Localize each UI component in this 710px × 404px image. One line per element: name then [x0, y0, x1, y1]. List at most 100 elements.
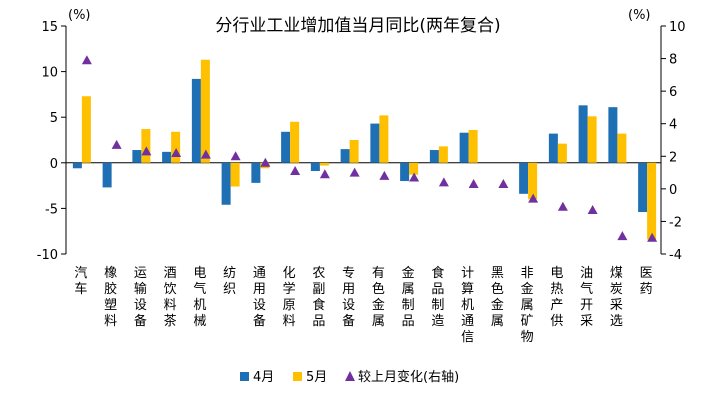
bar-may: [468, 129, 478, 163]
right-tick-label: 2: [669, 150, 677, 165]
bar-may: [587, 116, 597, 163]
category-label: 非金属矿物: [521, 266, 534, 345]
right-tick-label: 10: [669, 20, 686, 35]
bar-may: [230, 162, 240, 187]
legend-swatch: [345, 371, 355, 381]
chart-title: 分行业工业增加值当月同比(两年复合): [215, 16, 500, 36]
category-label: 有色金属: [372, 266, 385, 329]
change-marker: [587, 205, 598, 215]
change-marker: [468, 178, 479, 188]
change-marker: [200, 149, 211, 159]
bar-apr: [221, 162, 231, 205]
bar-may: [617, 133, 627, 163]
right-tick-label: -2: [669, 215, 682, 230]
left-tick-label: -5: [45, 202, 58, 217]
bar-apr: [102, 162, 112, 188]
bar-apr: [310, 162, 320, 172]
bar-apr: [191, 78, 201, 163]
category-label: 电热产供: [550, 266, 563, 329]
right-tick-label: -4: [669, 248, 682, 263]
legend-label: 4月: [253, 370, 274, 385]
legend-label: 5月: [306, 370, 327, 385]
change-marker: [647, 232, 658, 242]
category-label: 煤炭采选: [610, 266, 623, 329]
bar-may: [528, 162, 538, 200]
bar-may: [319, 162, 329, 166]
category-label: 酒饮料茶: [164, 266, 177, 329]
change-marker: [528, 193, 539, 203]
change-marker: [141, 146, 152, 156]
change-marker: [230, 151, 241, 161]
change-marker: [409, 172, 420, 182]
bar-apr: [281, 131, 291, 163]
bar-apr: [638, 162, 648, 213]
bar-apr: [162, 151, 172, 163]
bar-may: [200, 59, 210, 163]
bar-apr: [429, 150, 439, 163]
change-marker: [290, 165, 301, 175]
category-label: 橡胶塑料: [104, 266, 117, 329]
change-marker: [319, 169, 330, 179]
change-marker: [498, 178, 509, 188]
bar-apr: [459, 132, 469, 163]
category-label: 黑色金属: [491, 266, 504, 329]
right-tick-label: 0: [669, 183, 677, 198]
category-label: 金属制品: [402, 265, 415, 329]
category-label: 计算机通信: [461, 266, 474, 345]
bar-may: [81, 96, 91, 163]
right-tick-label: 4: [669, 118, 677, 133]
bar-may: [647, 162, 657, 240]
category-label: 医药: [640, 266, 653, 297]
change-marker: [349, 167, 360, 177]
bar-may: [171, 131, 181, 163]
left-tick-label: 15: [41, 20, 58, 35]
left-tick-label: -10: [37, 248, 58, 263]
bar-apr: [578, 105, 588, 163]
change-marker: [438, 177, 449, 187]
change-marker: [617, 231, 628, 241]
legend-swatch: [240, 372, 249, 381]
category-label: 运输设备: [134, 266, 147, 329]
bar-apr: [132, 150, 142, 163]
bar-may: [557, 143, 567, 163]
bar-apr: [608, 107, 618, 163]
legend-swatch: [293, 372, 302, 381]
right-tick-label: 6: [669, 85, 677, 100]
bar-may: [379, 115, 389, 163]
category-label: 农副食品: [312, 266, 325, 329]
left-tick-label: 10: [41, 66, 58, 81]
category-label: 汽车: [74, 266, 87, 297]
change-marker: [557, 201, 568, 211]
left-axis-unit: (%): [68, 8, 91, 23]
bar-may: [290, 121, 300, 163]
change-marker: [111, 139, 122, 149]
category-label: 专用设备: [342, 266, 355, 329]
bar-may: [438, 146, 448, 163]
markers-layer: [81, 55, 658, 242]
bar-may: [409, 162, 419, 175]
right-axis-unit: (%): [628, 8, 651, 23]
category-label: 纺织: [223, 266, 236, 297]
bar-apr: [548, 133, 558, 163]
category-label: 油气开采: [580, 266, 593, 329]
right-tick-label: 8: [669, 53, 677, 68]
category-label: 食品制造: [431, 265, 444, 329]
change-marker: [171, 148, 182, 158]
bar-may: [141, 129, 151, 163]
change-marker: [379, 170, 390, 180]
bar-apr: [519, 162, 529, 194]
bar-apr: [251, 162, 261, 183]
legend-label: 较上月变化(右轴): [358, 369, 459, 385]
bars-layer: [72, 59, 657, 240]
left-tick-label: 5: [50, 111, 58, 126]
category-labels: 汽车 橡胶塑料 运输设备 酒饮料茶 电气机械 纺织 通用设备 化学原料 农副食品 专用设备 有色金属…: [74, 265, 652, 345]
bar-apr: [340, 149, 350, 163]
bar-apr: [400, 162, 410, 182]
legend: 4月 5月 较上月变化(右轴): [240, 369, 459, 385]
bar-apr: [370, 123, 380, 163]
change-marker: [81, 55, 92, 65]
left-tick-label: 0: [50, 157, 58, 172]
category-label: 电气机械: [193, 266, 206, 329]
category-label: 化学原料: [283, 266, 296, 329]
